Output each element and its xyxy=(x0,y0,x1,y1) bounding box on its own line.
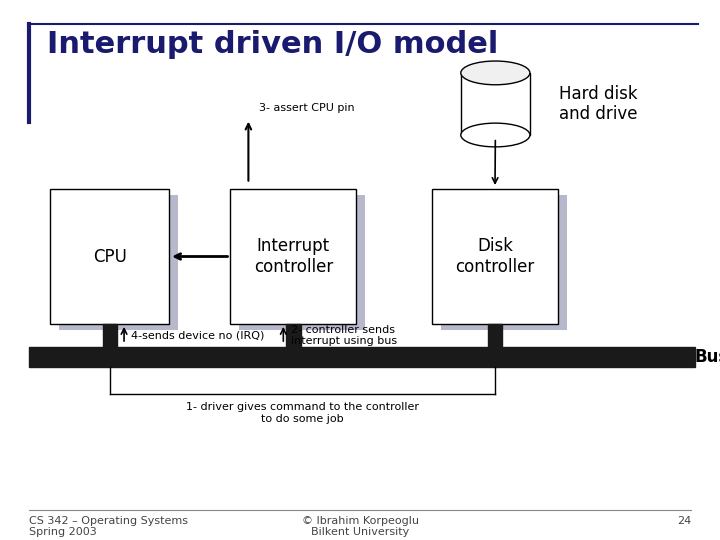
Text: 24: 24 xyxy=(677,516,691,526)
Text: 2- controller sends
interrupt using bus: 2- controller sends interrupt using bus xyxy=(291,325,397,346)
Bar xyxy=(461,73,530,135)
Text: Interrupt
controller: Interrupt controller xyxy=(253,237,333,276)
Text: CPU: CPU xyxy=(93,247,127,266)
Text: Disk
controller: Disk controller xyxy=(455,237,535,276)
Text: Hard disk
and drive: Hard disk and drive xyxy=(559,85,637,123)
Text: CS 342 – Operating Systems
Spring 2003: CS 342 – Operating Systems Spring 2003 xyxy=(29,516,188,537)
Text: 3- assert CPU pin: 3- assert CPU pin xyxy=(259,103,355,113)
Bar xyxy=(488,324,503,347)
Bar xyxy=(287,324,301,347)
Text: 4-sends device no (IRQ): 4-sends device no (IRQ) xyxy=(131,330,265,340)
Bar xyxy=(441,195,567,330)
Text: Interrupt driven I/O model: Interrupt driven I/O model xyxy=(47,30,498,59)
Bar xyxy=(50,189,169,324)
Ellipse shape xyxy=(461,61,530,85)
Bar xyxy=(230,189,356,324)
Text: Bus: Bus xyxy=(695,348,720,366)
Bar xyxy=(432,189,558,324)
Text: © Ibrahim Korpeoglu
Bilkent University: © Ibrahim Korpeoglu Bilkent University xyxy=(302,516,418,537)
Bar xyxy=(103,324,117,347)
Bar xyxy=(59,195,178,330)
Bar xyxy=(239,195,365,330)
Text: 1- driver gives command to the controller
to do some job: 1- driver gives command to the controlle… xyxy=(186,402,419,424)
Ellipse shape xyxy=(461,123,530,147)
Bar xyxy=(29,347,695,367)
